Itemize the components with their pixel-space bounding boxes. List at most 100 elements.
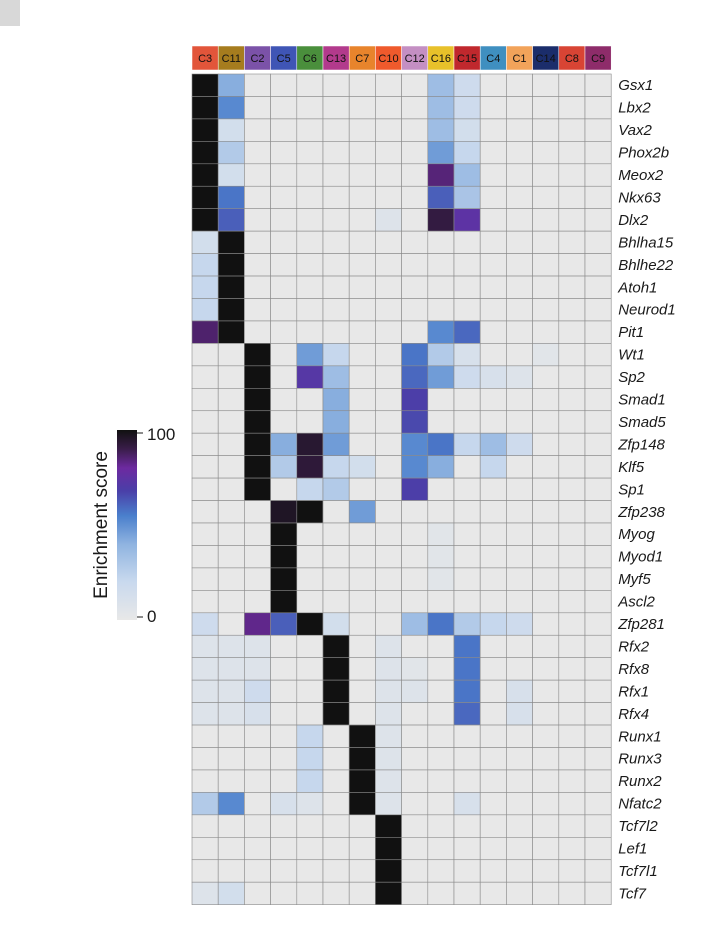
cell-bhlhe22-c1 <box>506 253 533 277</box>
cell-bhlha15-c10 <box>375 230 402 254</box>
cell-myod1-c14 <box>532 545 560 569</box>
cell-klf5-c12 <box>401 455 429 479</box>
cell-rfx4-c14 <box>532 702 560 726</box>
cell-nfatc2-c13 <box>322 792 350 816</box>
cell-pit1-c5 <box>270 320 298 344</box>
cell-smad5-c7 <box>348 410 376 434</box>
cell-rfx8-c12 <box>401 657 429 681</box>
cell-rfx2-c3 <box>191 634 219 659</box>
cell-sp1-c3 <box>191 477 219 501</box>
cell-sp2-c9 <box>584 365 612 389</box>
cell-dlx2-c8 <box>558 208 586 232</box>
cell-tcf7-c10 <box>375 881 402 905</box>
cell-dlx2-c10 <box>375 208 402 232</box>
cluster-label-c1: C1 <box>512 53 526 65</box>
cell-tcf7l2-c1 <box>506 814 533 838</box>
cell-lbx2-c7 <box>348 96 376 120</box>
cell-lbx2-c11 <box>217 96 245 120</box>
cell-zfp238-c15 <box>453 500 481 524</box>
cell-sp1-c1 <box>506 477 533 501</box>
cell-zfp148-c7 <box>348 432 376 456</box>
cell-dlx2-c1 <box>506 208 533 232</box>
cell-zfp238-c11 <box>217 500 245 524</box>
cell-tcf7l1-c16 <box>427 859 455 883</box>
cell-lef1-c2 <box>244 836 271 861</box>
cell-lef1-c8 <box>558 836 586 861</box>
cell-gsx1-c14 <box>532 73 560 97</box>
cell-bhlha15-c9 <box>584 230 612 254</box>
cluster-color-c7 <box>348 45 376 71</box>
cell-sp1-c8 <box>558 477 586 501</box>
cell-myog-c9 <box>584 522 612 546</box>
cell-zfp238-c6 <box>296 500 324 524</box>
gene-label-zfp281: Zfp281 <box>617 616 665 633</box>
cell-zfp281-c6 <box>296 612 324 636</box>
cell-lef1-c5 <box>270 836 298 861</box>
cell-neurod1-c15 <box>453 298 481 322</box>
gene-label-smad1: Smad1 <box>618 392 666 409</box>
cell-neurod1-c8 <box>558 298 586 322</box>
cell-myf5-c10 <box>375 567 402 591</box>
cell-nkx63-c2 <box>244 185 271 210</box>
cell-sp1-c13 <box>322 477 350 501</box>
cell-pit1-c16 <box>427 320 455 344</box>
cell-lbx2-c8 <box>558 96 586 120</box>
cell-tcf7l1-c6 <box>296 859 324 883</box>
cell-myog-c12 <box>401 522 429 546</box>
cell-rfx2-c9 <box>584 634 612 659</box>
cell-rfx8-c2 <box>244 657 271 681</box>
cell-dlx2-c3 <box>191 208 219 232</box>
cell-nkx63-c15 <box>453 185 481 210</box>
cell-runx3-c13 <box>322 747 350 771</box>
cell-nfatc2-c15 <box>453 792 481 816</box>
cell-vax2-c3 <box>191 118 219 142</box>
cell-myod1-c4 <box>479 545 507 569</box>
cell-wt1-c13 <box>322 343 350 367</box>
cell-rfx2-c16 <box>427 634 455 659</box>
cell-runx1-c7 <box>348 724 376 748</box>
cell-tcf7l1-c1 <box>506 859 533 883</box>
cell-tcf7-c1 <box>506 881 533 905</box>
cell-sp2-c3 <box>191 365 219 389</box>
cell-smad1-c6 <box>296 387 324 412</box>
cell-meox2-c11 <box>217 163 245 187</box>
cell-lbx2-c4 <box>479 96 507 120</box>
cell-ascl2-c4 <box>479 590 507 614</box>
gene-label-rfx1: Rfx1 <box>618 683 649 700</box>
cell-zfp238-c2 <box>244 500 271 524</box>
cell-sp1-c12 <box>401 477 429 501</box>
cell-bhlha15-c13 <box>322 230 350 254</box>
cell-myf5-c12 <box>401 567 429 591</box>
cell-rfx2-c4 <box>479 634 507 659</box>
cell-bhlhe22-c6 <box>296 253 324 277</box>
cell-rfx8-c10 <box>375 657 402 681</box>
cell-runx2-c11 <box>217 769 245 793</box>
colorbar-min-label: 0 <box>147 607 156 626</box>
cell-zfp281-c2 <box>244 612 271 636</box>
cell-ascl2-c12 <box>401 590 429 614</box>
cell-neurod1-c2 <box>244 298 271 322</box>
cell-rfx8-c14 <box>532 657 560 681</box>
cell-myod1-c5 <box>270 545 298 569</box>
cell-lbx2-c15 <box>453 96 481 120</box>
cell-nfatc2-c9 <box>584 792 612 816</box>
cell-wt1-c10 <box>375 343 402 367</box>
cell-zfp281-c8 <box>558 612 586 636</box>
cell-ascl2-c16 <box>427 590 455 614</box>
cluster-label-c3: C3 <box>198 53 212 65</box>
cell-vax2-c4 <box>479 118 507 142</box>
cell-sp2-c16 <box>427 365 455 389</box>
cell-rfx4-c11 <box>217 702 245 726</box>
cell-wt1-c6 <box>296 343 324 367</box>
cell-atoh1-c9 <box>584 275 612 299</box>
cell-nfatc2-c12 <box>401 792 429 816</box>
cell-myf5-c1 <box>506 567 533 591</box>
cell-atoh1-c7 <box>348 275 376 299</box>
cell-sp1-c10 <box>375 477 402 501</box>
cell-gsx1-c15 <box>453 73 481 97</box>
cell-runx2-c8 <box>558 769 586 793</box>
gene-label-runx2: Runx2 <box>618 773 662 790</box>
cell-smad1-c12 <box>401 387 429 412</box>
cell-tcf7-c6 <box>296 881 324 905</box>
cell-rfx4-c3 <box>191 702 219 726</box>
